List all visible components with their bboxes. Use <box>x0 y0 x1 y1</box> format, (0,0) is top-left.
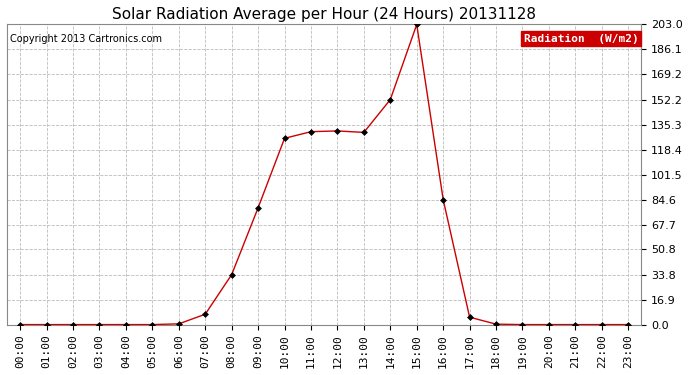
Title: Solar Radiation Average per Hour (24 Hours) 20131128: Solar Radiation Average per Hour (24 Hou… <box>112 7 536 22</box>
Text: Copyright 2013 Cartronics.com: Copyright 2013 Cartronics.com <box>10 33 162 44</box>
Text: Radiation  (W/m2): Radiation (W/m2) <box>524 33 638 44</box>
